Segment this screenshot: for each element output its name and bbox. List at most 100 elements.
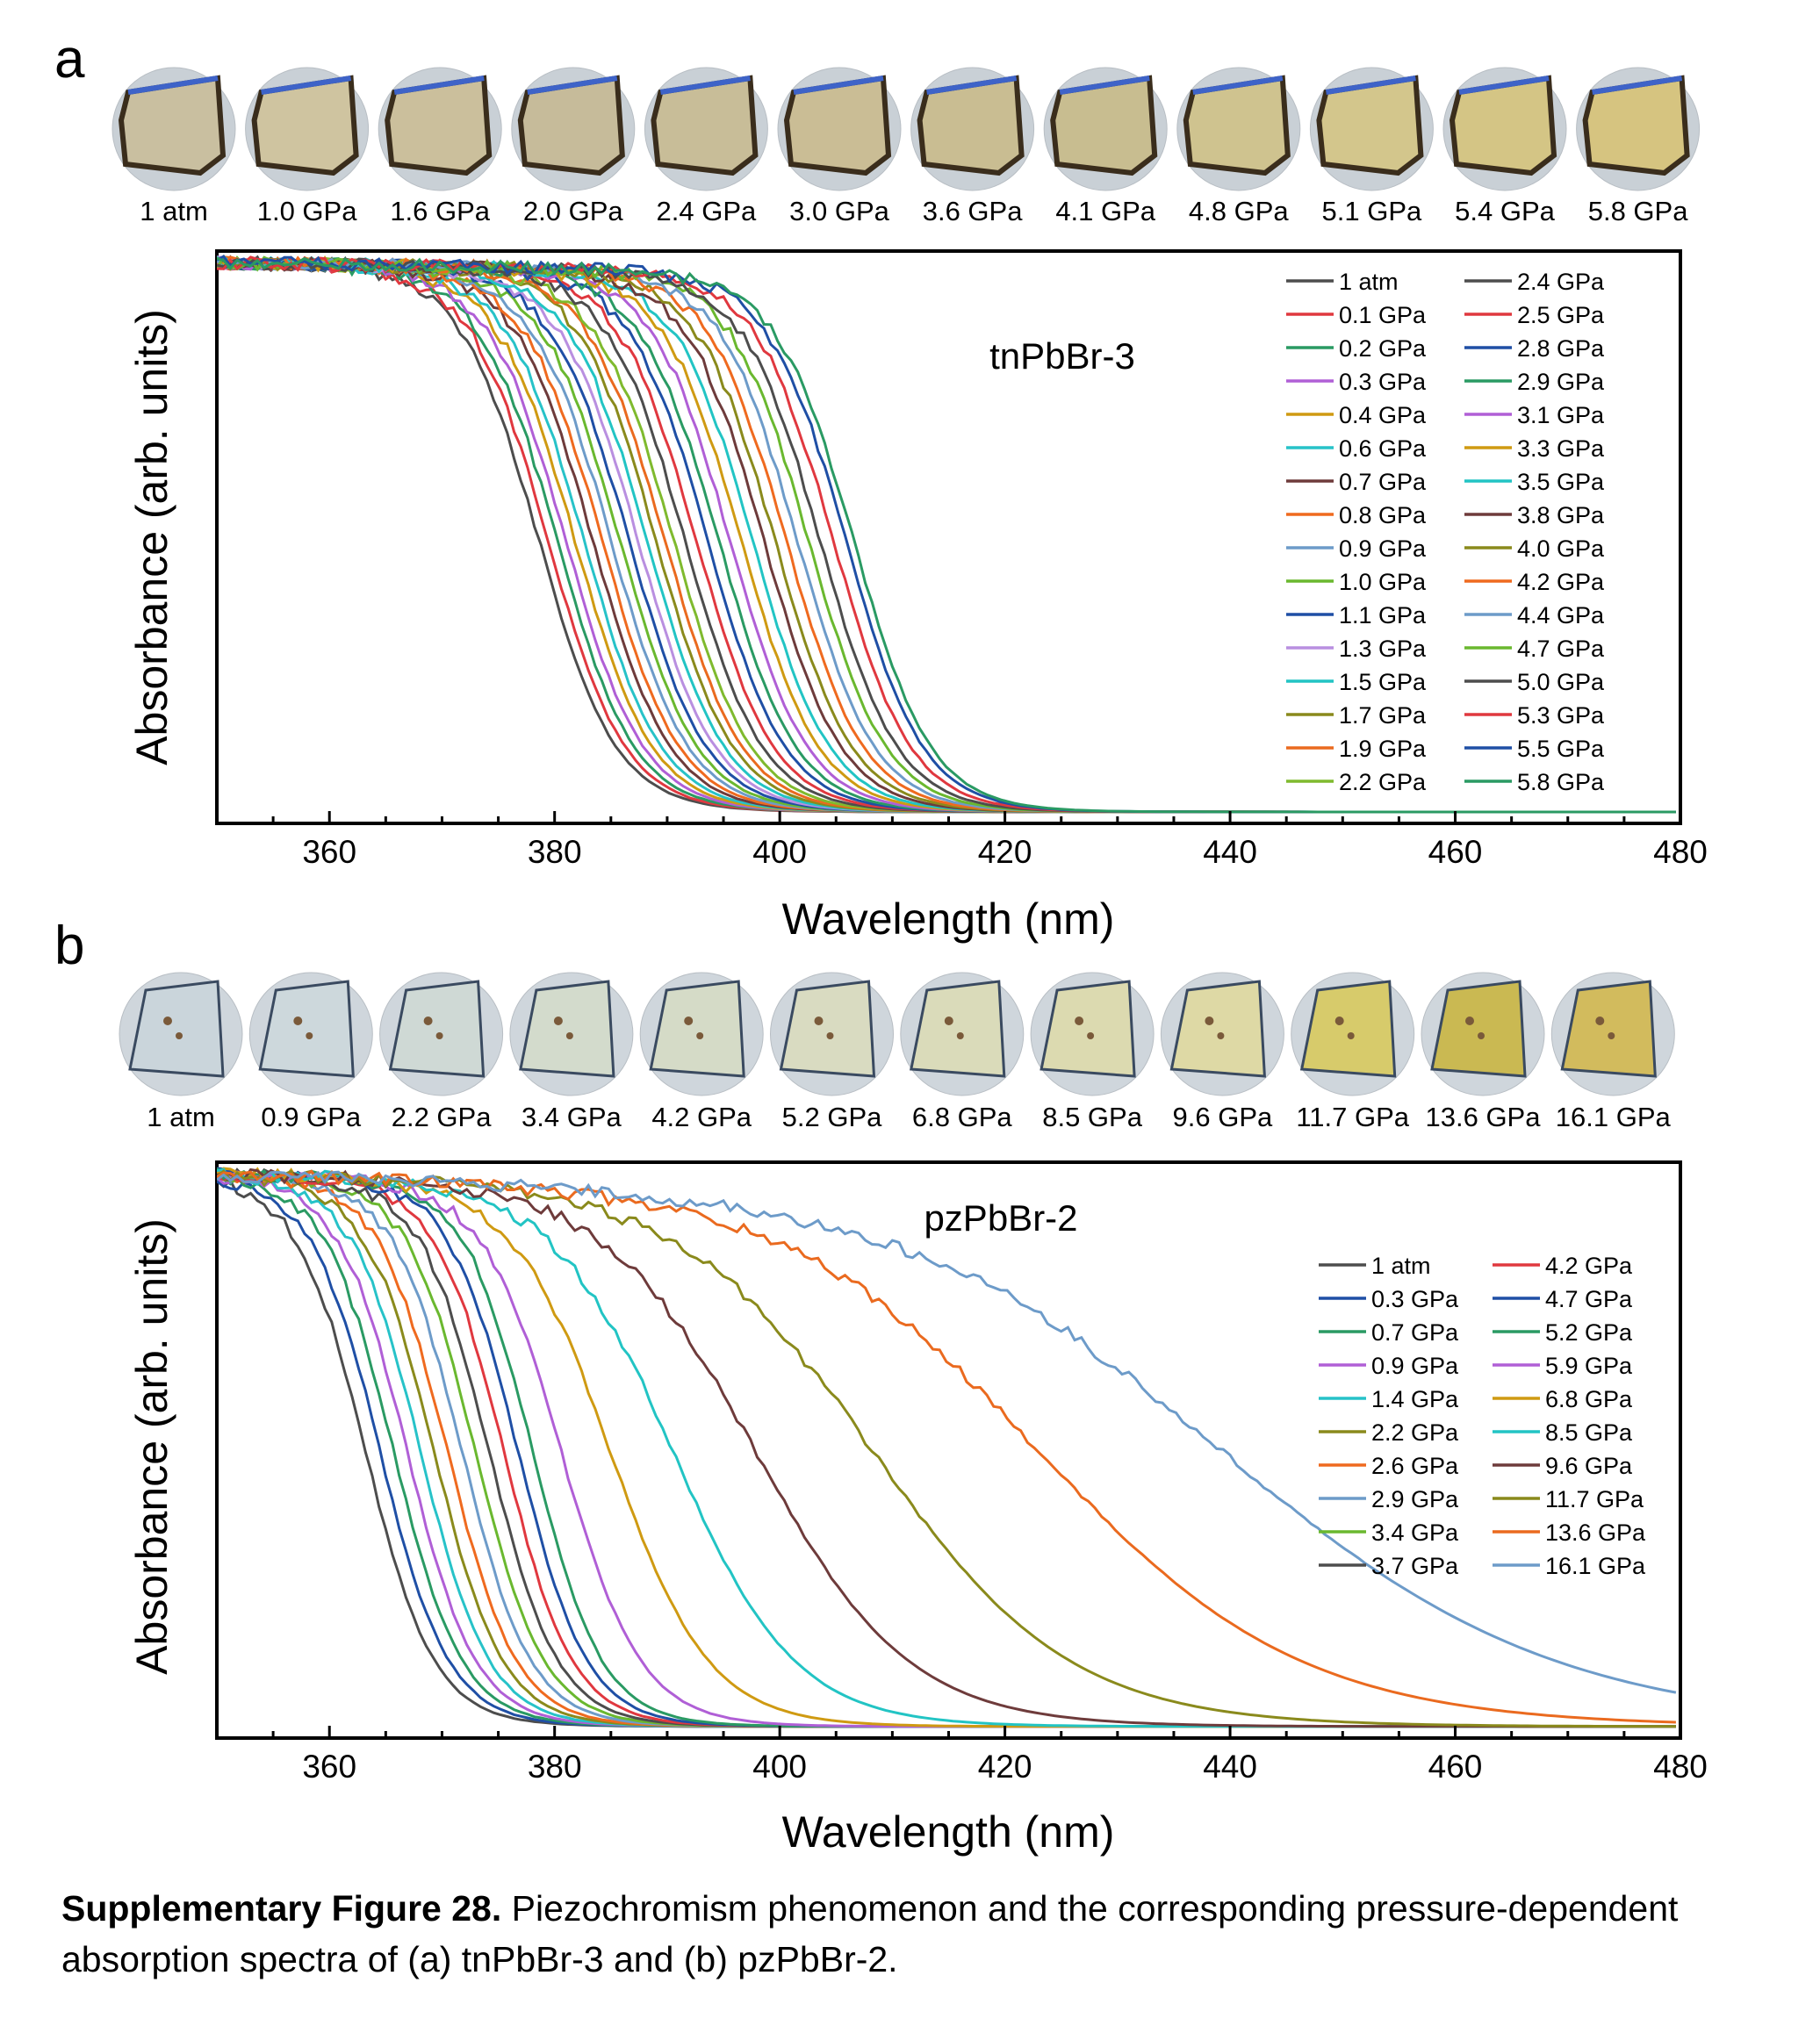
crystal-edge (527, 75, 618, 95)
legend-item-2-5-gpa: 2.5 GPa (1464, 302, 1605, 328)
x-tick-label: 400 (752, 834, 807, 870)
chart-b-series (217, 1167, 1677, 1728)
crystal-inclusion (684, 1016, 694, 1025)
chart-a: 360 380 400 420 440 460 480 tnPbBr-3 1 atm 0.1 … (127, 249, 1708, 944)
legend-label: 4.2 GPa (1545, 1253, 1633, 1279)
figure-caption: Supplementary Figure 28. Piezochromism p… (61, 1883, 1782, 1985)
crystal-edge (659, 75, 751, 95)
legend-label: 2.9 GPa (1371, 1486, 1459, 1512)
legend-label: 3.7 GPa (1371, 1553, 1459, 1579)
legend-item-4-2-gpa: 4.2 GPa (1493, 1253, 1633, 1279)
legend-label: 5.0 GPa (1517, 669, 1605, 695)
series-line-1-7-gpa (217, 256, 1676, 814)
legend-item-0-6-gpa: 0.6 GPa (1286, 435, 1427, 462)
crystal-photo-5-1-gpa: 5.1 GPa (1309, 67, 1434, 226)
crystal-photo-8-5-gpa: 8.5 GPa (1030, 972, 1155, 1132)
legend-label: 5.8 GPa (1517, 769, 1605, 795)
series-line-3-5-gpa (217, 255, 1676, 814)
legend-label: 0.8 GPa (1339, 502, 1427, 528)
legend-label: 5.5 GPa (1517, 736, 1605, 762)
legend-item-1-atm: 1 atm (1319, 1253, 1431, 1279)
panel-a-letter: a (54, 29, 85, 90)
legend-label: 0.6 GPa (1339, 435, 1427, 462)
series-line-5-5-gpa (217, 255, 1676, 814)
caption-bold: Supplementary Figure 28. (61, 1888, 502, 1929)
series-line-2-4-gpa (217, 255, 1676, 814)
series-line-4-7-gpa (217, 1167, 1676, 1728)
photo-label: 13.6 GPa (1426, 1102, 1542, 1132)
series-line-2-6-gpa (217, 1168, 1676, 1728)
legend-item-4-4-gpa: 4.4 GPa (1464, 602, 1605, 629)
legend-item-2-2-gpa: 2.2 GPa (1319, 1419, 1459, 1446)
chart-a-frame (215, 249, 1682, 825)
legend-item-0-8-gpa: 0.8 GPa (1286, 502, 1427, 528)
series-line-2-9-gpa (217, 1170, 1676, 1728)
series-line-4-0-gpa (217, 255, 1676, 814)
legend-item-0-2-gpa: 0.2 GPa (1286, 335, 1427, 362)
legend-label: 0.3 GPa (1371, 1286, 1459, 1312)
crystal-edge (261, 75, 352, 95)
photo-label: 1 atm (147, 1102, 215, 1132)
series-line-3-1-gpa (217, 255, 1676, 814)
series-line-0-1-gpa (217, 258, 1676, 814)
legend-item-13-6-gpa: 13.6 GPa (1493, 1519, 1646, 1546)
legend-label: 13.6 GPa (1545, 1519, 1646, 1546)
series-line-1-1-gpa (217, 256, 1676, 814)
legend-item-4-7-gpa: 4.7 GPa (1464, 636, 1605, 662)
crystal-shape (649, 980, 745, 1078)
crystal-shape (519, 980, 615, 1078)
photo-label: 4.2 GPa (651, 1102, 752, 1132)
crystal-photo-5-2-gpa: 5.2 GPa (770, 972, 894, 1132)
crystal-edge (1592, 75, 1683, 95)
photo-label: 2.0 GPa (523, 196, 623, 226)
crystal-inclusion (163, 1016, 172, 1025)
x-tick-label: 400 (752, 1749, 807, 1785)
crystal-photo-3-6-gpa: 3.6 GPa (910, 67, 1035, 226)
legend-label: 16.1 GPa (1545, 1553, 1646, 1579)
x-tick-label: 440 (1203, 834, 1257, 870)
crystal-photo-2-2-gpa: 2.2 GPa (379, 972, 504, 1132)
series-line-16-1-gpa (217, 1170, 1677, 1694)
crystal-shape (128, 980, 225, 1078)
legend-label: 2.8 GPa (1517, 335, 1605, 362)
legend-item-5-3-gpa: 5.3 GPa (1464, 702, 1605, 729)
legend-item-0-1-gpa: 0.1 GPa (1286, 302, 1427, 328)
photo-label: 3.4 GPa (522, 1102, 622, 1132)
series-line-3-8-gpa (217, 255, 1676, 814)
legend-item-0-4-gpa: 0.4 GPa (1286, 402, 1427, 428)
x-tick-label: 360 (302, 1749, 356, 1785)
legend-label: 1 atm (1339, 269, 1399, 295)
series-line-4-4-gpa (217, 257, 1676, 814)
legend-label: 0.1 GPa (1339, 302, 1427, 328)
crystal-inclusion (1478, 1032, 1485, 1039)
crystal-shape (779, 980, 876, 1078)
legend-label: 1.0 GPa (1339, 569, 1427, 595)
crystal-edge (1192, 75, 1284, 95)
crystal-photo-1-atm: 1 atm (119, 972, 243, 1132)
caption-text: Piezochromism phenomenon and the corresp… (61, 1888, 1679, 1979)
legend-item-0-7-gpa: 0.7 GPa (1319, 1319, 1459, 1346)
legend-item-5-8-gpa: 5.8 GPa (1464, 769, 1605, 795)
legend-label: 0.9 GPa (1371, 1353, 1459, 1379)
legend-label: 4.7 GPa (1545, 1286, 1633, 1312)
chart-b-title: pzPbBr-2 (924, 1197, 1077, 1239)
photo-label: 8.5 GPa (1042, 1102, 1142, 1132)
legend-label: 1.7 GPa (1339, 702, 1427, 729)
legend-item-4-2-gpa: 4.2 GPa (1464, 569, 1605, 595)
x-tick-label: 420 (978, 1749, 1032, 1785)
legend-item-1-3-gpa: 1.3 GPa (1286, 636, 1427, 662)
photo-label: 2.4 GPa (657, 196, 757, 226)
photo-label: 0.9 GPa (261, 1102, 361, 1132)
legend-item-3-1-gpa: 3.1 GPa (1464, 402, 1605, 428)
crystal-edge (127, 75, 219, 95)
legend-item-2-9-gpa: 2.9 GPa (1319, 1486, 1459, 1512)
legend-item-0-3-gpa: 0.3 GPa (1319, 1286, 1459, 1312)
series-line-2-2-gpa (217, 256, 1676, 814)
legend-label: 1.4 GPa (1371, 1386, 1459, 1412)
series-line-4-7-gpa (217, 255, 1676, 814)
legend-item-6-8-gpa: 6.8 GPa (1493, 1386, 1633, 1412)
photo-label: 1 atm (140, 196, 208, 226)
legend-label: 4.7 GPa (1517, 636, 1605, 662)
crystal-edge (393, 75, 485, 95)
legend-item-5-0-gpa: 5.0 GPa (1464, 669, 1605, 695)
